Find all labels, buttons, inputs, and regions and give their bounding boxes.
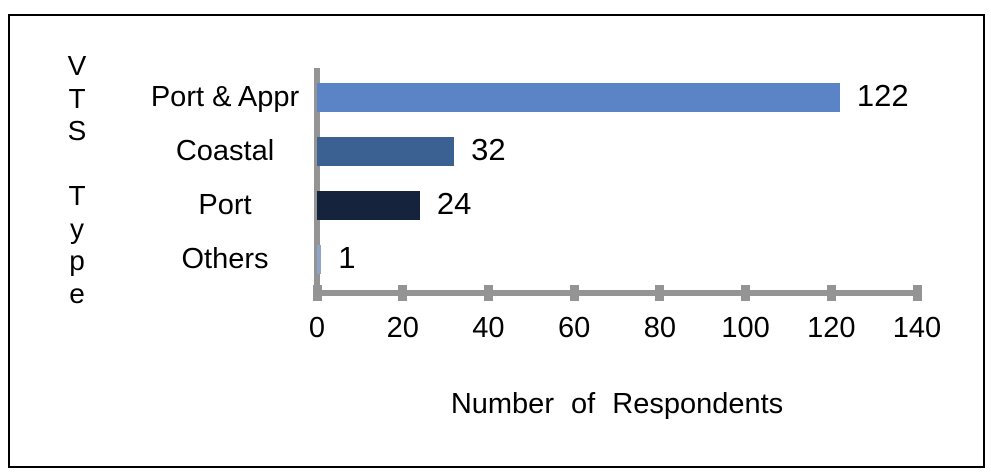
x-axis-line [314,290,920,296]
x-axis-tick-label: 40 [472,312,505,344]
x-axis-tick-label: 60 [558,312,591,344]
category-label: Port [198,189,252,221]
y-axis-title-char: V [67,50,87,81]
x-axis-tick [655,285,665,301]
x-axis-tick-label: 20 [386,312,419,344]
x-axis-tick-label: 0 [308,312,326,344]
x-axis-tick [569,285,579,301]
category-label: Others [181,243,269,275]
category-label: Coastal [175,135,275,167]
y-axis-title-char: e [69,277,85,309]
chart-frame-border [8,14,985,468]
x-axis-title: Number of Respondents [450,388,784,420]
x-axis-tick [826,285,836,301]
value-label: 122 [856,78,909,113]
bar [317,83,840,112]
x-axis-tick-label: 80 [643,312,676,344]
y-axis-title-char: T [68,82,86,114]
value-label: 32 [471,132,506,167]
x-axis-tick [398,285,408,301]
x-axis-tick [741,285,751,301]
y-axis-title-char: T [68,180,86,211]
y-axis-line [314,68,320,296]
x-axis-tick-label: 100 [721,312,770,344]
x-axis-tick [912,285,922,301]
y-axis-title-char: S [67,115,87,146]
value-label: 24 [436,186,472,221]
y-axis-title-char [58,148,96,181]
y-axis-title-char: p [69,245,85,276]
x-axis-tick-label: 120 [807,312,856,344]
x-axis-tick [483,285,493,301]
y-axis-title-char: y [70,212,84,244]
bar [317,245,322,274]
x-axis-tick-label: 140 [892,312,942,344]
category-label: Port & Appr [150,81,300,113]
x-axis-tick [312,285,322,301]
bar [317,137,455,166]
bar [317,191,420,220]
value-label: 1 [338,240,356,275]
